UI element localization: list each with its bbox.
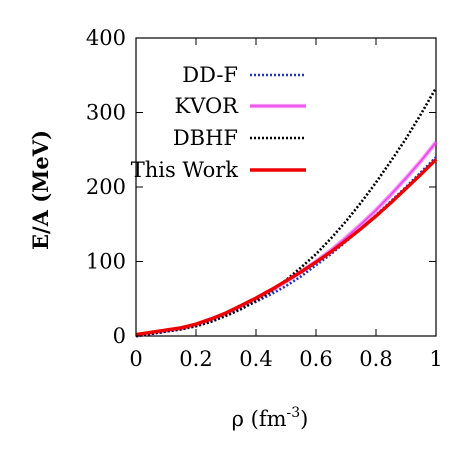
series-line-dd-f xyxy=(135,156,437,338)
y-tick-label: 100 xyxy=(86,250,126,274)
x-axis-label-close: ) xyxy=(300,407,308,431)
x-tick-label: 0 xyxy=(129,347,142,371)
plot-area xyxy=(135,37,437,337)
series-line-this-work xyxy=(135,158,438,337)
x-axis-label: ρ (fm-3) xyxy=(232,405,309,431)
y-axis-label: E/A (MeV) xyxy=(28,130,53,250)
y-tick-label: 200 xyxy=(86,175,126,199)
x-axis-label-main: ρ (fm xyxy=(232,407,287,431)
x-tick-label: 1 xyxy=(429,347,442,371)
y-tick-label: 400 xyxy=(86,26,126,50)
x-tick-label: 0.4 xyxy=(239,347,272,371)
legend-label: DD-F xyxy=(182,63,238,87)
x-tick-label: 0.6 xyxy=(299,347,332,371)
legend-label: KVOR xyxy=(174,94,239,118)
x-axis-label-exponent: -3 xyxy=(287,405,301,421)
legend: DD-F KVOR DBHF This Work xyxy=(131,63,306,182)
legend-label: DBHF xyxy=(173,126,238,150)
legend-label: This Work xyxy=(131,158,239,182)
x-tick-label: 0.2 xyxy=(179,347,212,371)
series-curves xyxy=(135,87,438,339)
x-tick-label: 0.8 xyxy=(359,347,392,371)
y-tick-label: 300 xyxy=(86,101,126,125)
axis-ticks: 0 0.2 0.4 0.6 0.8 1 0 100 200 300 400 xyxy=(86,26,443,371)
y-tick-label: 0 xyxy=(113,324,126,348)
series-line-dbhf xyxy=(135,87,438,338)
plot-frame xyxy=(135,37,437,337)
